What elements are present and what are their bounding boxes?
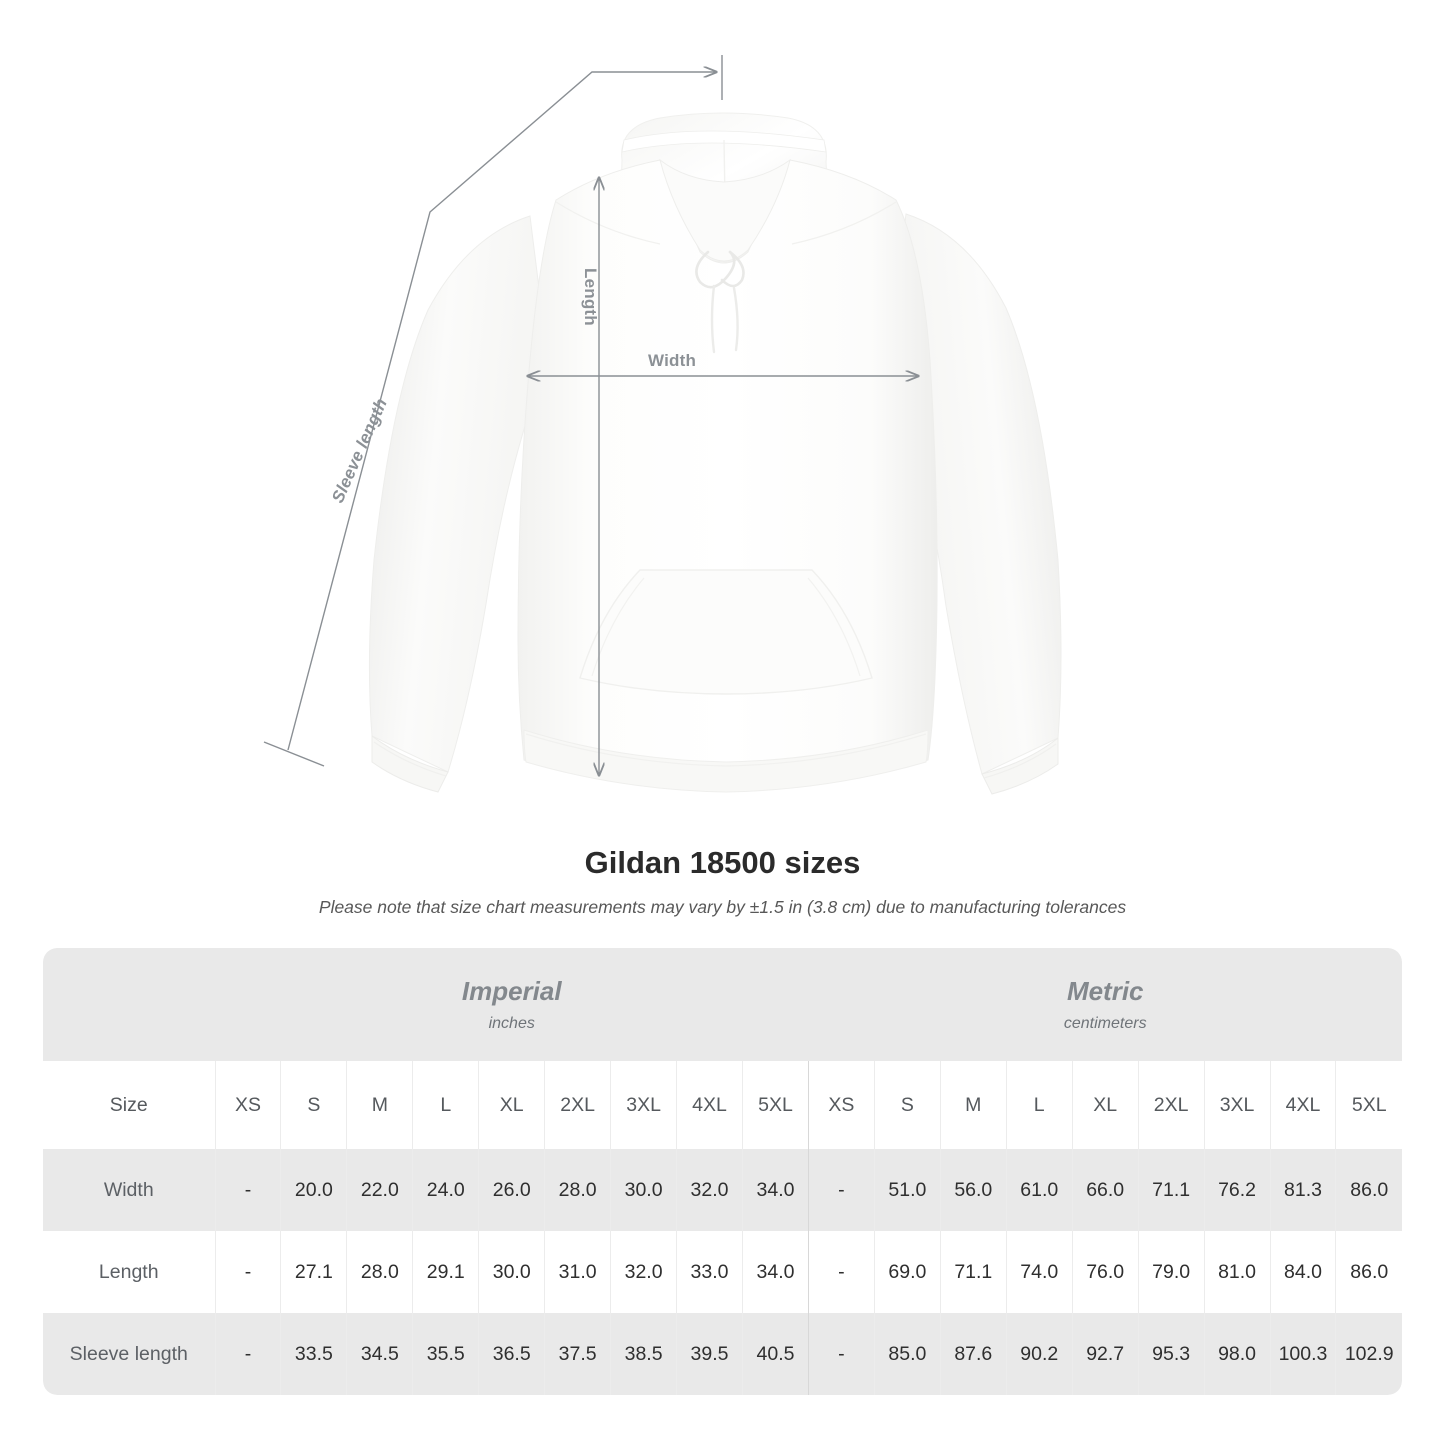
measure-value-cell: - — [807, 1231, 875, 1313]
measure-value-cell: 51.0 — [873, 1149, 941, 1231]
measure-value-cell: 98.0 — [1203, 1313, 1271, 1395]
tolerance-note: Please note that size chart measurements… — [318, 897, 1127, 917]
hoodie-diagram-svg — [263, 55, 1062, 795]
measure-value-cell: 76.0 — [1071, 1231, 1139, 1313]
unit-name: Metric — [1066, 976, 1144, 1007]
size-header-cell: M — [346, 1061, 413, 1149]
size-header-cell: 3XL — [610, 1061, 677, 1149]
size-header-cell: XS — [214, 1061, 281, 1149]
measure-value-cell: 71.1 — [1137, 1149, 1205, 1231]
measure-value-cell: - — [807, 1313, 875, 1395]
measure-value-cell: 56.0 — [939, 1149, 1007, 1231]
measure-value-cell: 32.0 — [676, 1149, 743, 1231]
width-measurement-label: Width — [648, 351, 697, 370]
table-row: Width -20.0 22.0 24.0 26.0 28.0 30.0 32.0 34.0-5… — [43, 1149, 1402, 1231]
size-header-cell: 5XL — [1335, 1061, 1402, 1149]
measure-value-cell: - — [214, 1313, 281, 1395]
measure-row-label: Sleeve length — [43, 1313, 215, 1395]
size-header-cell: L — [1005, 1061, 1073, 1149]
measure-value-cell: 86.0 — [1335, 1149, 1402, 1231]
table-row: Sleeve length -33.5 34.5 35.5 36.5 37.5 38.5 39… — [43, 1313, 1402, 1395]
measure-value-cell: - — [214, 1231, 281, 1313]
measure-value-cell: 38.5 — [610, 1313, 677, 1395]
table-row: Length -27.1 28.0 29.1 30.0 31.0 32.0 33.0 34.0-… — [43, 1231, 1402, 1313]
measure-value-cell: 37.5 — [544, 1313, 611, 1395]
size-header-cell: XS — [807, 1061, 875, 1149]
measure-value-cell: 32.0 — [610, 1231, 677, 1313]
measure-value-cell: 31.0 — [544, 1231, 611, 1313]
measure-value-cell: 26.0 — [478, 1149, 545, 1231]
unit-banner-spacer — [43, 948, 215, 1061]
unit-header-imperial: Imperial inches — [215, 948, 809, 1061]
measure-value-cell: 84.0 — [1269, 1231, 1336, 1313]
size-header-cell: S — [873, 1061, 941, 1149]
size-header-cell: 2XL — [544, 1061, 611, 1149]
size-header-cell: M — [939, 1061, 1007, 1149]
measure-value-cell: 30.0 — [478, 1231, 545, 1313]
measure-value-cell: 69.0 — [873, 1231, 941, 1313]
measure-value-cell: 92.7 — [1071, 1313, 1139, 1395]
size-header-cell: S — [280, 1061, 347, 1149]
size-chart-table: Imperial inches Metric centimeters Size XS S M L… — [43, 948, 1402, 1395]
size-header-row: Size XS S M L XL 2XL 3XL 4XL 5XL XS S M L XL 2XL 3XL 4XL 5… — [43, 1061, 1402, 1149]
measure-value-cell: 87.6 — [939, 1313, 1007, 1395]
measure-value-cell: 35.5 — [412, 1313, 479, 1395]
unit-header-metric: Metric centimeters — [808, 948, 1402, 1061]
measure-value-cell: 71.1 — [939, 1231, 1007, 1313]
unit-subtitle: inches — [488, 1014, 535, 1032]
measure-value-cell: - — [214, 1149, 281, 1231]
measure-value-cell: 27.1 — [280, 1231, 347, 1313]
unit-banner-row: Imperial inches Metric centimeters — [43, 948, 1402, 1061]
unit-subtitle: centimeters — [1063, 1014, 1147, 1032]
size-header-cell: L — [412, 1061, 479, 1149]
measure-value-cell: 34.0 — [742, 1149, 809, 1231]
measure-value-cell: 81.3 — [1269, 1149, 1336, 1231]
page-title: Gildan 18500 sizes — [584, 845, 861, 880]
size-header-cell: XL — [478, 1061, 545, 1149]
measure-value-cell: 40.5 — [742, 1313, 809, 1395]
hoodie-artwork — [368, 112, 1062, 795]
measure-value-cell: 85.0 — [873, 1313, 941, 1395]
measure-row-label: Length — [43, 1231, 215, 1313]
measure-value-cell: 22.0 — [346, 1149, 413, 1231]
measure-value-cell: 33.0 — [676, 1231, 743, 1313]
measure-value-cell: 36.5 — [478, 1313, 545, 1395]
size-header-cell: XL — [1071, 1061, 1139, 1149]
measure-value-cell: 79.0 — [1137, 1231, 1205, 1313]
measure-value-cell: 29.1 — [412, 1231, 479, 1313]
measure-value-cell: 102.9 — [1335, 1313, 1402, 1395]
measure-value-cell: 100.3 — [1269, 1313, 1336, 1395]
measure-value-cell: 28.0 — [346, 1231, 413, 1313]
measure-value-cell: 76.2 — [1203, 1149, 1271, 1231]
garment-illustration: Width Length Sleeve length — [263, 55, 1062, 795]
size-header-cell: 3XL — [1203, 1061, 1271, 1149]
measure-value-cell: 28.0 — [544, 1149, 611, 1231]
measure-value-cell: 20.0 — [280, 1149, 347, 1231]
size-header-cell: 4XL — [676, 1061, 743, 1149]
size-column-header: Size — [43, 1061, 215, 1149]
unit-name: Imperial — [461, 976, 562, 1007]
measure-value-cell: 34.5 — [346, 1313, 413, 1395]
measure-value-cell: 34.0 — [742, 1231, 809, 1313]
size-header-cell: 2XL — [1137, 1061, 1205, 1149]
measure-value-cell: 81.0 — [1203, 1231, 1271, 1313]
measure-value-cell: 61.0 — [1005, 1149, 1073, 1231]
measure-value-cell: 30.0 — [610, 1149, 677, 1231]
measure-value-cell: 95.3 — [1137, 1313, 1205, 1395]
measure-value-cell: 39.5 — [676, 1313, 743, 1395]
measure-value-cell: 24.0 — [412, 1149, 479, 1231]
measure-value-cell: 74.0 — [1005, 1231, 1073, 1313]
measure-value-cell: 33.5 — [280, 1313, 347, 1395]
measurement-arrows — [263, 55, 918, 775]
measure-value-cell: 90.2 — [1005, 1313, 1073, 1395]
length-measurement-label: Length — [581, 268, 600, 326]
measure-row-label: Width — [43, 1149, 215, 1231]
size-header-cell: 5XL — [742, 1061, 809, 1149]
size-header-cell: 4XL — [1269, 1061, 1336, 1149]
measure-value-cell: - — [807, 1149, 875, 1231]
measure-value-cell: 86.0 — [1335, 1231, 1402, 1313]
measure-value-cell: 66.0 — [1071, 1149, 1139, 1231]
